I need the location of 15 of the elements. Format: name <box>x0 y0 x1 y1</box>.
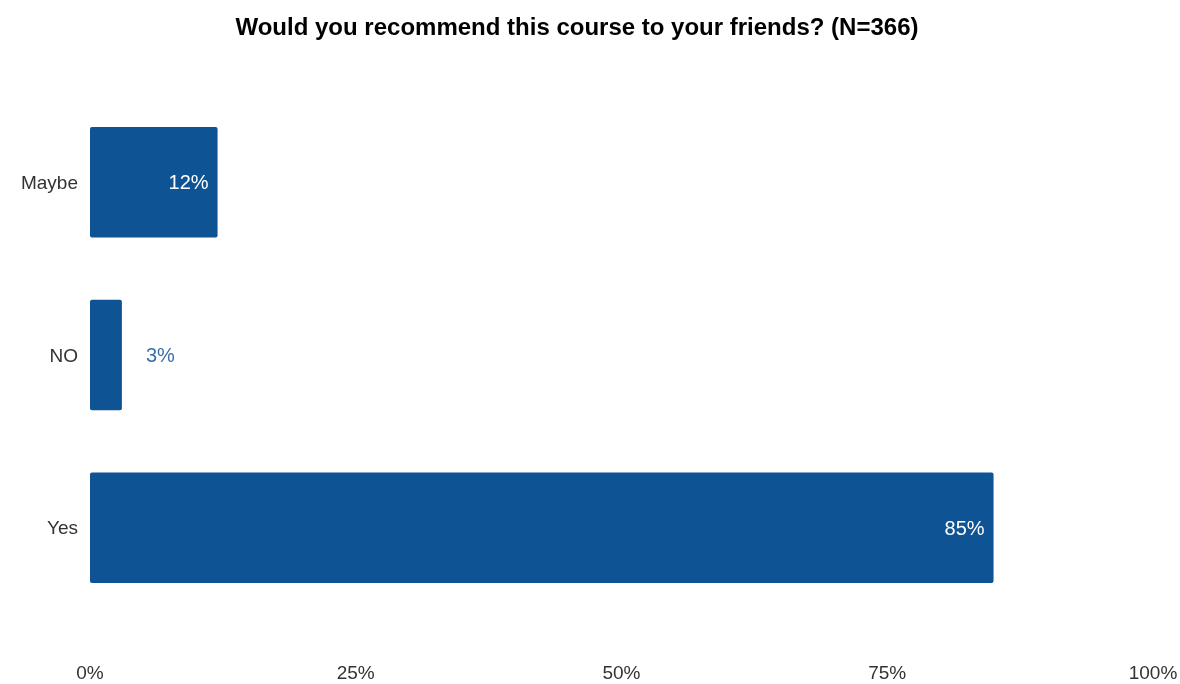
y-tick-label: Maybe <box>20 171 78 193</box>
x-tick-label: 100% <box>1128 661 1178 683</box>
bar <box>90 472 994 583</box>
data-label: 12% <box>168 171 209 194</box>
data-label: 85% <box>944 516 985 539</box>
bar <box>90 299 122 411</box>
y-tick-label: Yes <box>47 517 78 539</box>
data-label: 3% <box>145 344 176 366</box>
x-tick-label: 75% <box>868 661 907 683</box>
bar <box>90 127 218 238</box>
x-tick-label: 25% <box>336 661 375 683</box>
y-tick-label: NO <box>49 344 78 366</box>
x-tick-label: 0% <box>76 661 104 683</box>
x-tick-label: 50% <box>602 661 641 683</box>
chart-title: Would you recommend this course to your friends? (N=366) <box>235 13 919 40</box>
